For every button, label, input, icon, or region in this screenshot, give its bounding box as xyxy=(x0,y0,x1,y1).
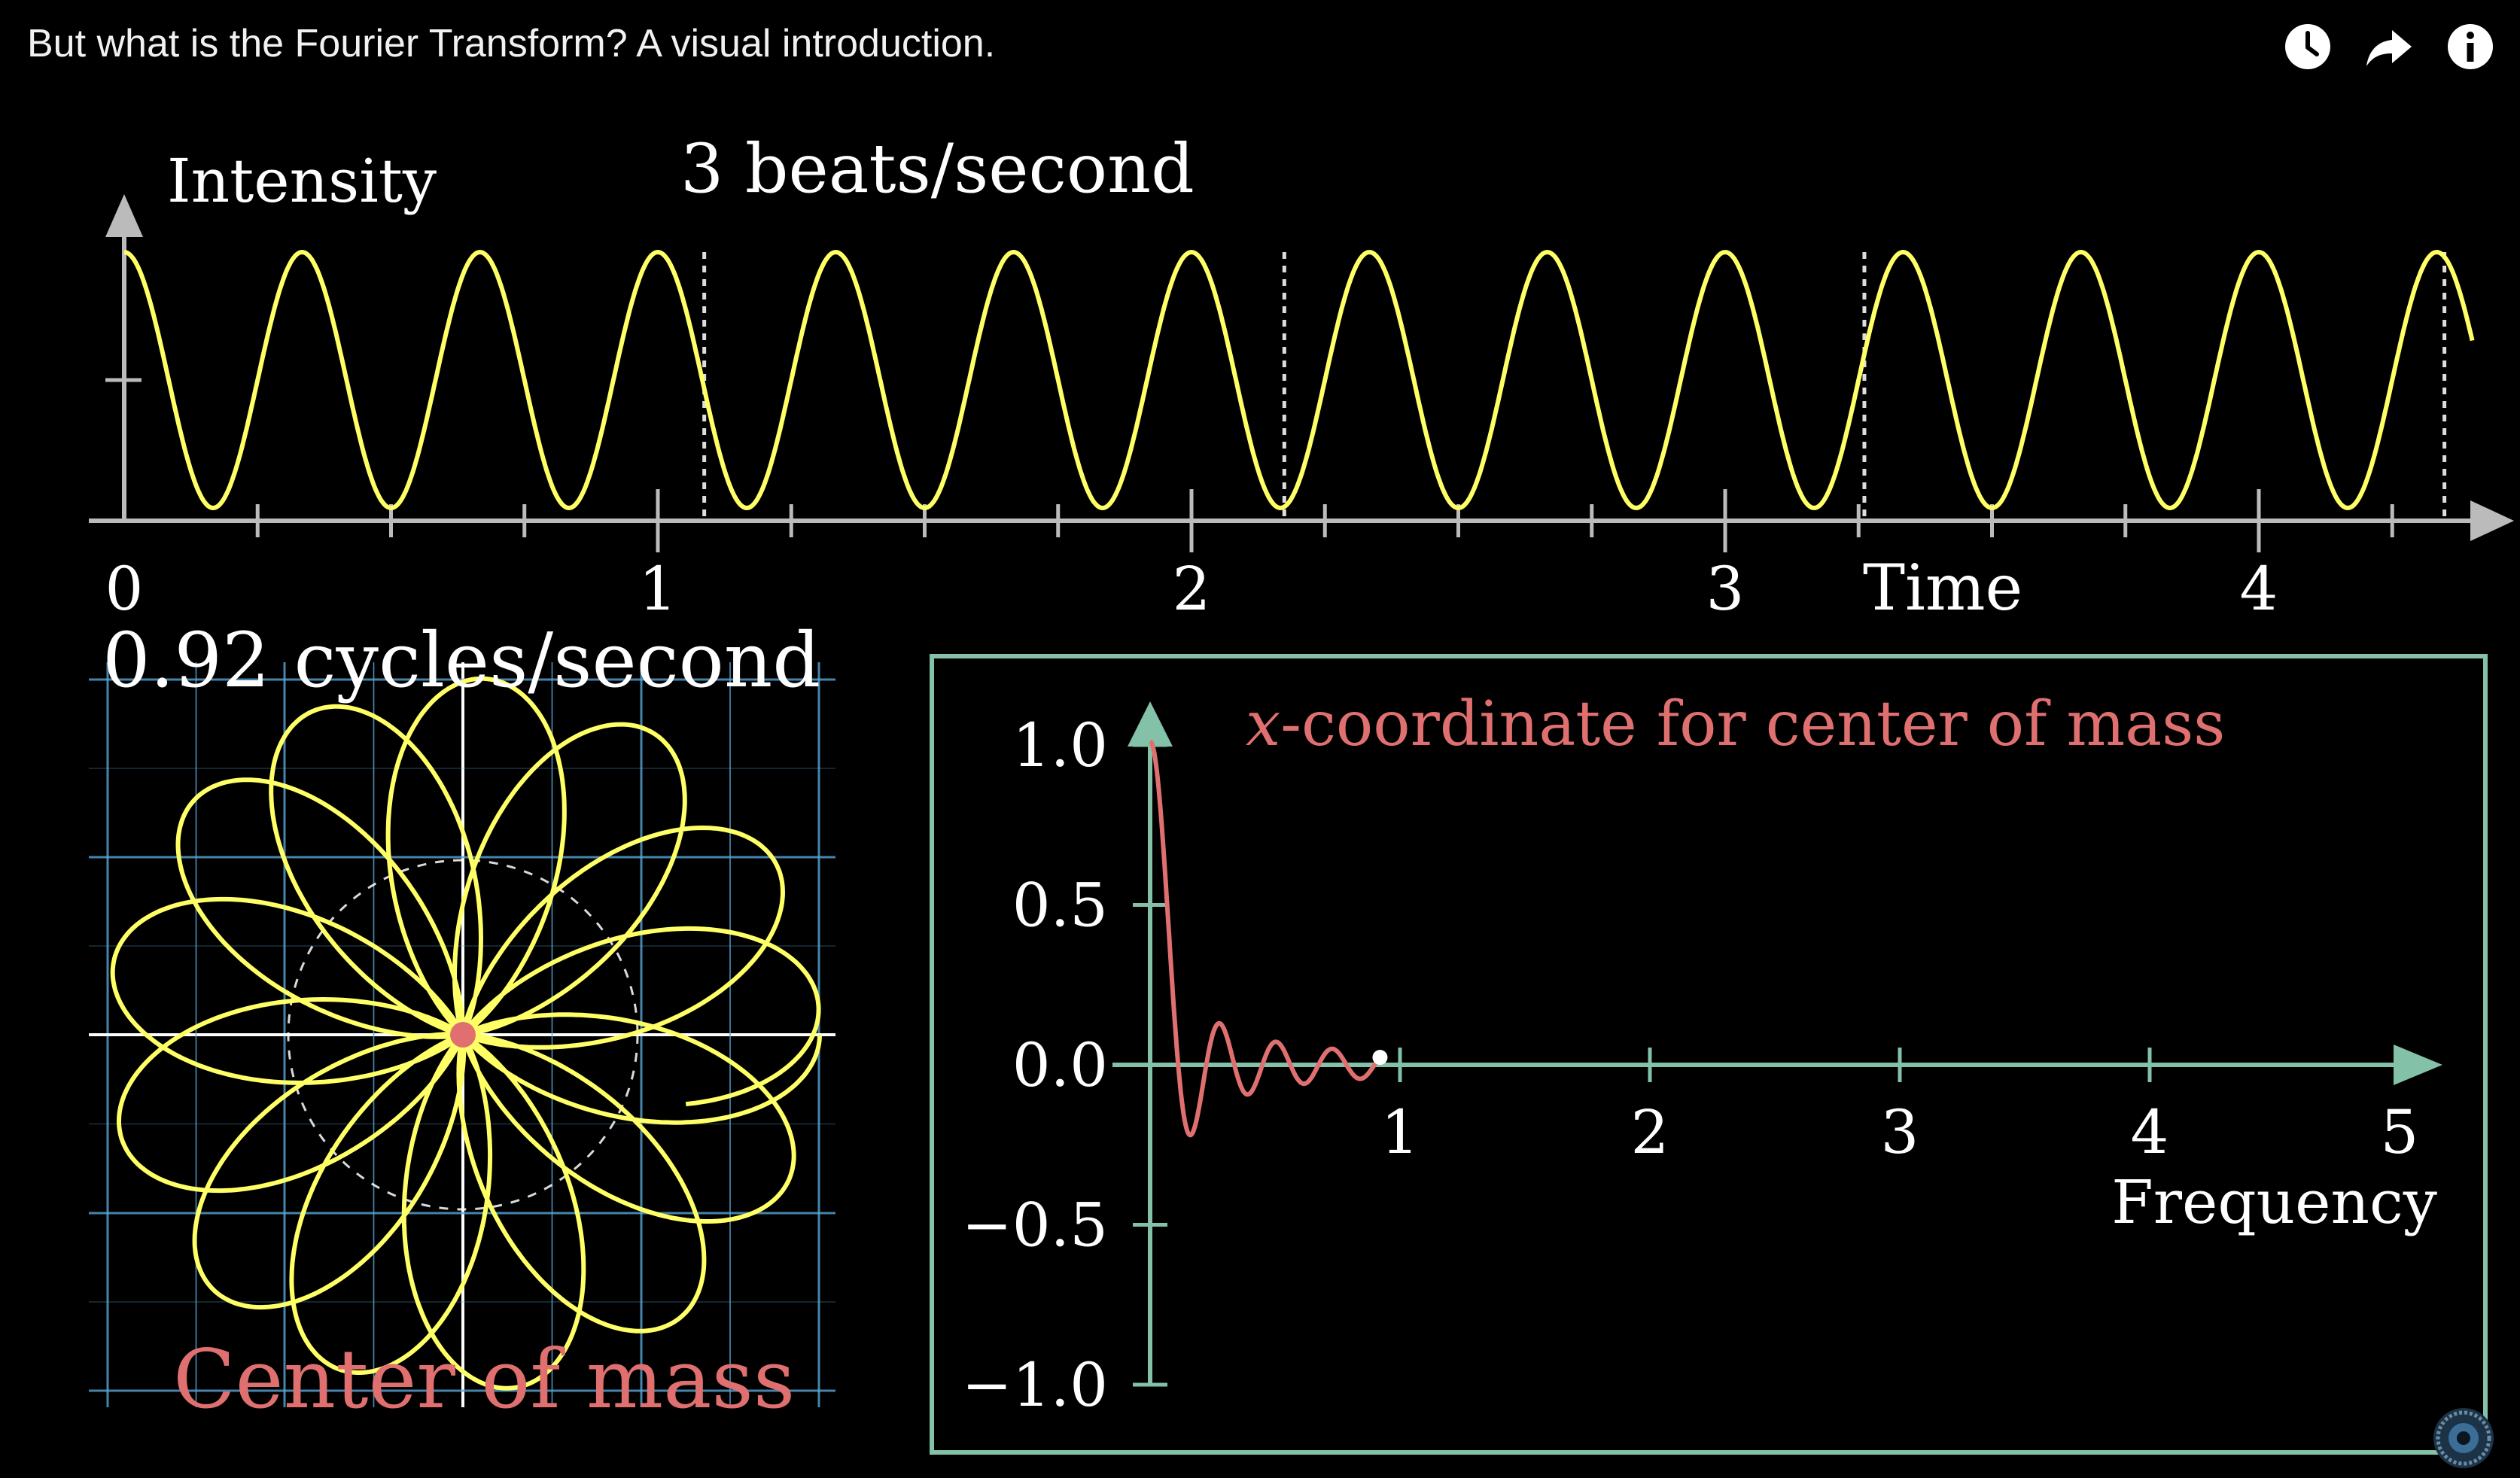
transform-title: x-coordinate for center of mass xyxy=(1246,689,2225,760)
transform-graph: 1.0 0.5 0.0 −0.5 −1.0 1 2 3 4 5 x-coordinate for… xyxy=(930,654,2488,1455)
frequency-tick-label: 4 xyxy=(2131,1097,2169,1167)
reference-circle xyxy=(287,859,639,1211)
transform-title-rest: -coordinate for center of mass xyxy=(1280,689,2225,760)
share-button[interactable] xyxy=(2359,17,2419,77)
time-tick-label: 2 xyxy=(1173,554,1211,624)
clock-icon xyxy=(2285,24,2330,69)
time-tick-label: 1 xyxy=(639,554,677,624)
share-arrow-icon xyxy=(2366,30,2412,66)
transform-y-tick-label: 0.5 xyxy=(1012,871,1108,941)
transform-y-tick-label: 0.0 xyxy=(1012,1030,1108,1100)
time-tick-label: 4 xyxy=(2240,554,2278,624)
transform-curve xyxy=(1149,739,1382,1138)
winding-curve xyxy=(110,676,822,1391)
transform-frame xyxy=(930,654,2488,1455)
frequency-tick-label: 3 xyxy=(1881,1097,1919,1167)
frequency-tick-label: 5 xyxy=(2381,1097,2419,1167)
transform-y-axis-arrow xyxy=(1128,701,1173,747)
current-frequency-dot xyxy=(1372,1050,1388,1066)
transform-y-tick-label: 1.0 xyxy=(1012,710,1108,780)
info-icon xyxy=(2448,24,2493,69)
winding-graph: 0.92 cycles/second Center of mass xyxy=(89,616,835,1427)
frequency-tick-label: 1 xyxy=(1381,1097,1420,1167)
signal-wave xyxy=(123,250,2475,510)
transform-y-tick-label: −1.0 xyxy=(962,1350,1108,1420)
signal-time-axis-arrow xyxy=(2470,500,2514,541)
intensity-label: Intensity xyxy=(167,146,437,216)
video-title[interactable]: But what is the Fourier Transform? A vis… xyxy=(27,22,996,65)
channel-logo[interactable] xyxy=(2430,1404,2497,1472)
time-tick-labels: 0 1 2 3 4 xyxy=(105,554,2278,624)
transform-y-ticks: 1.0 0.5 0.0 −0.5 −1.0 xyxy=(962,710,1167,1420)
time-tick-label: 0 xyxy=(105,554,144,624)
info-button[interactable] xyxy=(2440,17,2500,77)
time-tick-label: 3 xyxy=(1706,554,1745,624)
frequency-tick-label: 2 xyxy=(1631,1097,1669,1167)
winding-frequency-label: 0.92 cycles/second xyxy=(102,616,820,704)
signal-y-axis-arrow xyxy=(105,194,143,237)
watch-later-button[interactable] xyxy=(2278,17,2338,77)
center-of-mass-dot xyxy=(450,1022,476,1048)
transform-title-variable: x xyxy=(1246,689,1280,760)
transform-y-tick-label: −0.5 xyxy=(962,1191,1108,1261)
signal-graph: 0 1 2 3 4 Intensity 3 beats/second Time xyxy=(89,129,2514,625)
time-axis-label: Time xyxy=(1863,551,2022,625)
beats-per-second-label: 3 beats/second xyxy=(680,129,1195,208)
frequency-axis-arrow xyxy=(2394,1045,2442,1085)
center-of-mass-label: Center of mass xyxy=(173,1333,795,1427)
beat-markers xyxy=(702,252,2447,519)
frequency-axis-label: Frequency xyxy=(2111,1167,2437,1237)
frequency-ticks: 1 2 3 4 5 xyxy=(1381,1048,2419,1167)
